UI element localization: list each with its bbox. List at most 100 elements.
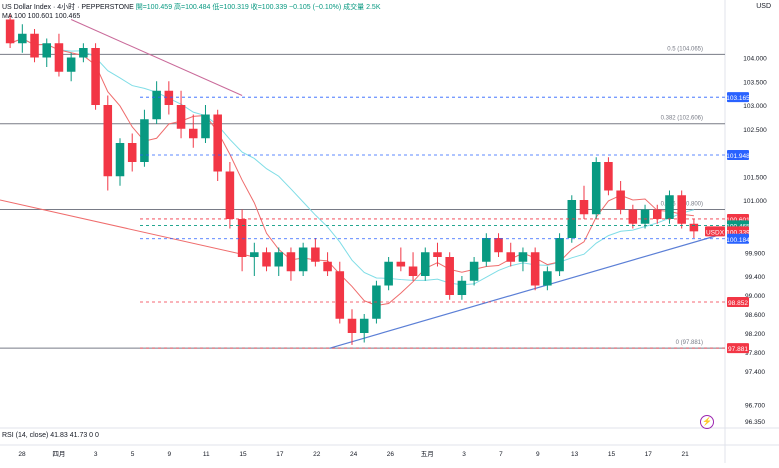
x-tick-label: 17 [276, 451, 284, 458]
ma-slow-line [9, 37, 695, 286]
candle-body [420, 252, 430, 276]
candle-body [42, 43, 52, 58]
candle-body [115, 143, 125, 177]
x-tick-label: 5 [131, 451, 135, 458]
price-tag-label: 100.184 [726, 237, 750, 244]
trendline-support [329, 232, 726, 349]
price-tag[interactable] [727, 233, 749, 244]
candle-body [567, 200, 577, 238]
x-tick-label: 22 [313, 451, 321, 458]
x-tick-label: 9 [536, 451, 540, 458]
rsi-values: 41.83 41.73 0 0 [50, 432, 99, 439]
candle-body [652, 209, 662, 219]
candle-body [176, 105, 186, 129]
candle-body [5, 19, 15, 44]
candle-body [335, 271, 345, 319]
lightning-icon[interactable]: ⚡ [700, 415, 714, 429]
candle-body [347, 318, 357, 333]
candle-body [103, 105, 113, 177]
x-tick-label: 24 [350, 451, 358, 458]
price-tag-label: 98.852 [728, 300, 748, 307]
x-tick-label: 13 [571, 451, 579, 458]
x-tick-label: 17 [645, 451, 653, 458]
candle-body [262, 252, 271, 267]
y-tick-label: 99.000 [745, 293, 765, 300]
candle-body [188, 128, 198, 139]
price-tag[interactable] [705, 226, 725, 237]
candle-body [127, 143, 137, 162]
candle-body [225, 171, 235, 219]
x-tick-label: 3 [94, 451, 98, 458]
candle-body [54, 43, 64, 72]
y-tick-label: 96.350 [745, 419, 765, 426]
candle-body [579, 200, 589, 215]
x-tick-label: 3 [462, 451, 466, 458]
candle-body [506, 252, 516, 262]
candle-body [530, 252, 540, 286]
x-tick-label: 21 [682, 451, 690, 458]
y-tick-label: 101.000 [743, 198, 767, 205]
candle-body [91, 48, 100, 105]
price-tag-label: 97.881 [728, 346, 748, 353]
candle-body [66, 57, 76, 72]
price-tag[interactable] [727, 343, 749, 354]
price-tag-label: USDX [706, 229, 725, 236]
fib-level-label: 0 (97.881) [676, 340, 703, 346]
x-tick-label: 28 [18, 451, 26, 458]
symbol-title: US Dollar Index · 4小时 · PEPPERSTONE [2, 4, 134, 11]
ma-fast-line [9, 37, 694, 306]
candle-body [201, 114, 210, 139]
candle-body [543, 271, 552, 286]
candle-body [482, 238, 491, 262]
candle-body [396, 261, 406, 267]
candle-body [469, 261, 479, 281]
candle-body [30, 33, 39, 58]
currency-label[interactable]: USD [756, 3, 771, 10]
symbol-legend: US Dollar Index · 4小时 · PEPPERSTONE 開=10… [2, 2, 380, 12]
fib-level-label: 0.382 (102.606) [661, 116, 703, 122]
price-tag[interactable] [727, 297, 749, 308]
y-tick-label: 97.800 [745, 350, 765, 357]
x-tick-label: 15 [608, 451, 616, 458]
candle-body [555, 238, 564, 272]
candle-body [604, 162, 613, 191]
y-tick-label: 98.200 [745, 331, 765, 338]
price-tag[interactable] [727, 92, 749, 103]
candle-body [433, 252, 442, 257]
candle-body [457, 280, 467, 295]
rsi-label: RSI (14, close) [2, 432, 49, 439]
ma-legend: MA 100 100.601 100.465 [2, 13, 81, 20]
y-tick-label: 99.400 [745, 274, 765, 281]
candle-body [164, 90, 174, 105]
y-tick-label: 101.500 [743, 174, 767, 181]
candle-body [323, 261, 332, 272]
x-tick-label: 五月 [421, 450, 434, 458]
fib-level-label: 0.5 (104.065) [667, 46, 703, 52]
candle-body [689, 223, 699, 232]
candle-body [494, 238, 503, 253]
candle-body [384, 261, 393, 286]
y-tick-label: 102.500 [743, 127, 767, 134]
candle-body [640, 209, 650, 224]
candle-body [359, 318, 369, 333]
candle-body [298, 247, 308, 272]
trendline-upper [70, 19, 243, 96]
x-tick-label: 7 [499, 451, 503, 458]
ohlc-values: 開=100.459 高=100.484 低=100.319 收=100.339 … [135, 4, 381, 11]
x-tick-label: 11 [203, 451, 210, 458]
trendline-descending [0, 199, 255, 258]
y-tick-label: 98.600 [745, 312, 765, 319]
y-tick-label: 99.900 [745, 250, 765, 257]
candle-body [591, 162, 601, 215]
candle-body [616, 190, 625, 210]
x-tick-label: 15 [239, 451, 247, 458]
y-tick-label: 104.000 [743, 56, 767, 63]
candle-body [628, 209, 638, 224]
candle-body [665, 195, 674, 219]
price-tag-label: 100.339 [726, 229, 750, 236]
candle-body [250, 252, 259, 257]
candle-body [286, 252, 296, 272]
price-tag[interactable] [727, 149, 749, 160]
